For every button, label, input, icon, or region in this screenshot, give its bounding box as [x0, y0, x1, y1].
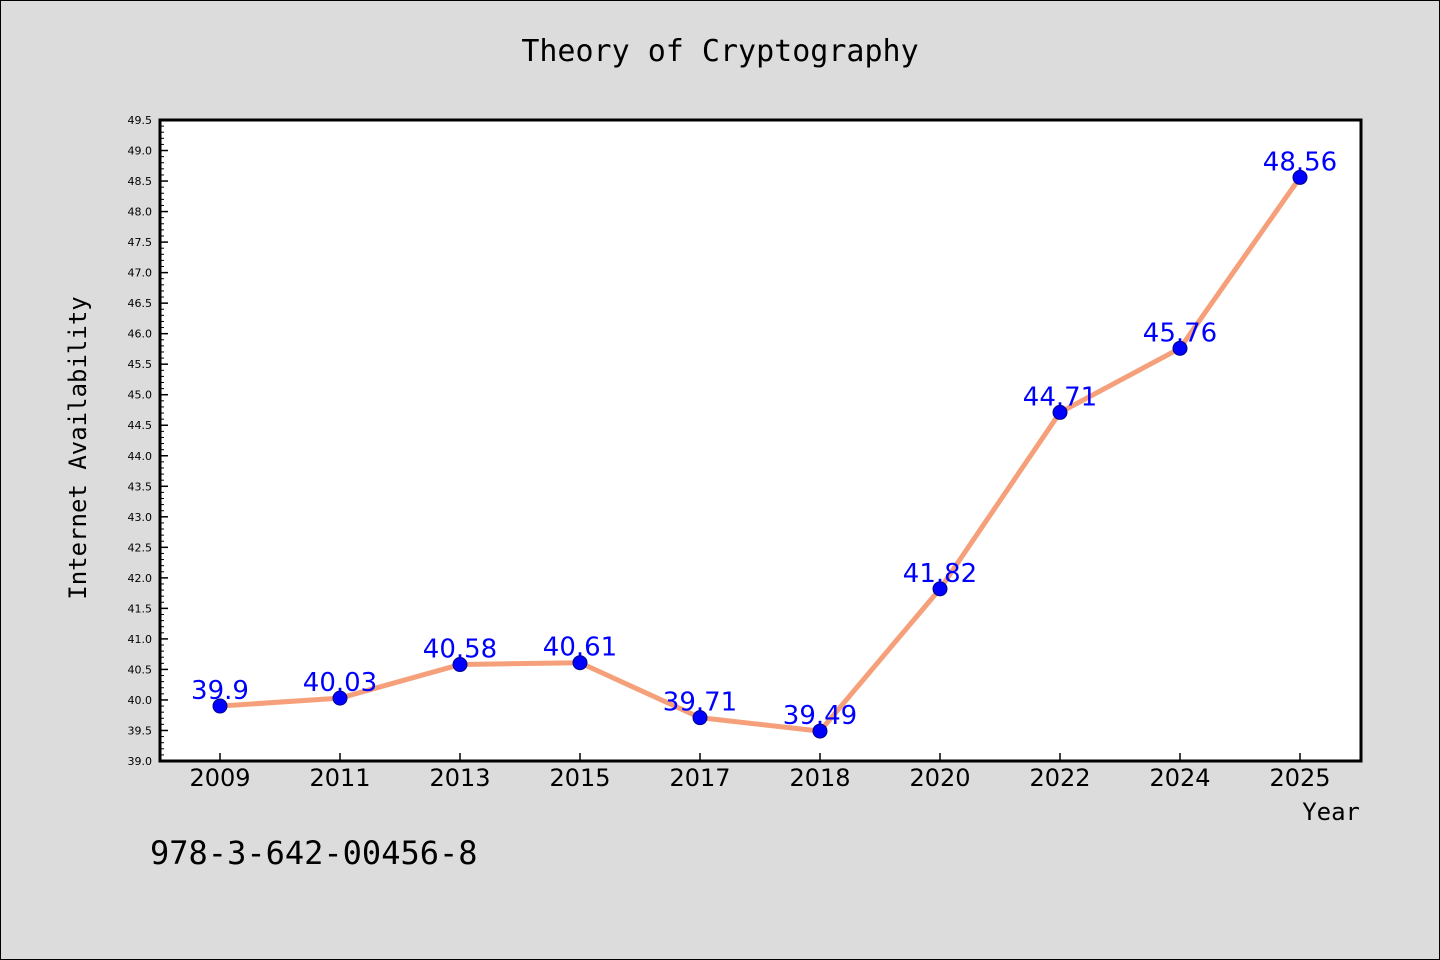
- y-tick-label: 46.0: [128, 328, 153, 341]
- chart-title: Theory of Cryptography: [521, 34, 919, 69]
- y-tick-label: 41.0: [128, 633, 153, 646]
- y-tick-label: 40.0: [128, 694, 153, 707]
- x-tick-label: 2011: [309, 764, 370, 792]
- x-tick-label: 2022: [1029, 764, 1090, 792]
- y-tick-label: 49.0: [128, 145, 153, 158]
- y-tick-label: 48.0: [128, 206, 153, 219]
- plot-border: [158, 118, 1363, 763]
- y-tick-label: 47.0: [128, 267, 153, 280]
- data-label: 39.49: [783, 701, 857, 731]
- data-label: 39.71: [663, 688, 737, 718]
- y-tick-label: 42.5: [128, 541, 153, 554]
- x-tick-label: 2015: [549, 764, 610, 792]
- y-tick-label: 41.5: [128, 602, 153, 615]
- data-point: [692, 710, 708, 726]
- y-tick-label: 43.0: [128, 511, 153, 524]
- y-tick-label: 45.5: [128, 358, 153, 371]
- data-markers: [212, 169, 1308, 739]
- data-label: 40.03: [303, 668, 377, 698]
- y-tick-label: 49.5: [128, 114, 153, 127]
- data-point: [572, 655, 588, 671]
- y-tick-label: 44.5: [128, 419, 153, 432]
- y-tick-label: 39.5: [128, 724, 153, 737]
- y-tick-label: 48.5: [128, 175, 153, 188]
- x-axis-ticks: 2009 2011 2013 2015 2017 2018 2020 2022 2024 2025: [189, 753, 1331, 792]
- y-tick-label: 44.0: [128, 450, 153, 463]
- y-tick-label: 42.0: [128, 572, 153, 585]
- data-label: 48.56: [1263, 147, 1337, 177]
- data-point: [332, 690, 348, 706]
- y-tick-label: 47.5: [128, 236, 153, 249]
- x-tick-label: 2013: [429, 764, 490, 792]
- x-tick-label: 2024: [1149, 764, 1210, 792]
- x-tick-label: 2018: [789, 764, 850, 792]
- y-tick-label: 40.5: [128, 663, 153, 676]
- data-point: [1052, 404, 1068, 420]
- y-tick-label: 39.0: [128, 755, 153, 768]
- x-tick-label: 2025: [1269, 764, 1330, 792]
- x-axis-label: Year: [1302, 798, 1360, 826]
- data-label: 45.76: [1143, 318, 1217, 348]
- isbn-text: 978-3-642-00456-8: [150, 834, 478, 872]
- data-label: 39.9: [191, 676, 249, 706]
- data-point: [452, 657, 468, 673]
- plot-area: [160, 120, 1361, 761]
- data-point: [212, 698, 228, 714]
- data-label: 40.58: [423, 635, 497, 665]
- data-point: [812, 723, 828, 739]
- series-line: [217, 174, 1303, 734]
- y-axis-label: Internet Availability: [64, 296, 92, 599]
- x-tick-label: 2009: [189, 764, 250, 792]
- x-tick-label: 2017: [669, 764, 730, 792]
- y-axis-ticks: 39.0 39.5 40.0 40.5 41.0 41.5 42.0 42.5 43.0 43.5…: [128, 114, 168, 768]
- data-label: 41.82: [903, 559, 977, 589]
- y-tick-label: 45.0: [128, 389, 153, 402]
- y-tick-label: 43.5: [128, 480, 153, 493]
- data-point: [1172, 340, 1188, 356]
- data-label: 44.71: [1023, 382, 1097, 412]
- data-label: 40.61: [543, 633, 617, 663]
- data-point: [1292, 169, 1308, 185]
- data-point: [932, 581, 948, 597]
- data-labels: 39.9 40.03 40.58 40.61 39.71 39.49 41.82 44.71 4…: [191, 147, 1337, 731]
- x-tick-label: 2020: [909, 764, 970, 792]
- y-tick-label: 46.5: [128, 297, 153, 310]
